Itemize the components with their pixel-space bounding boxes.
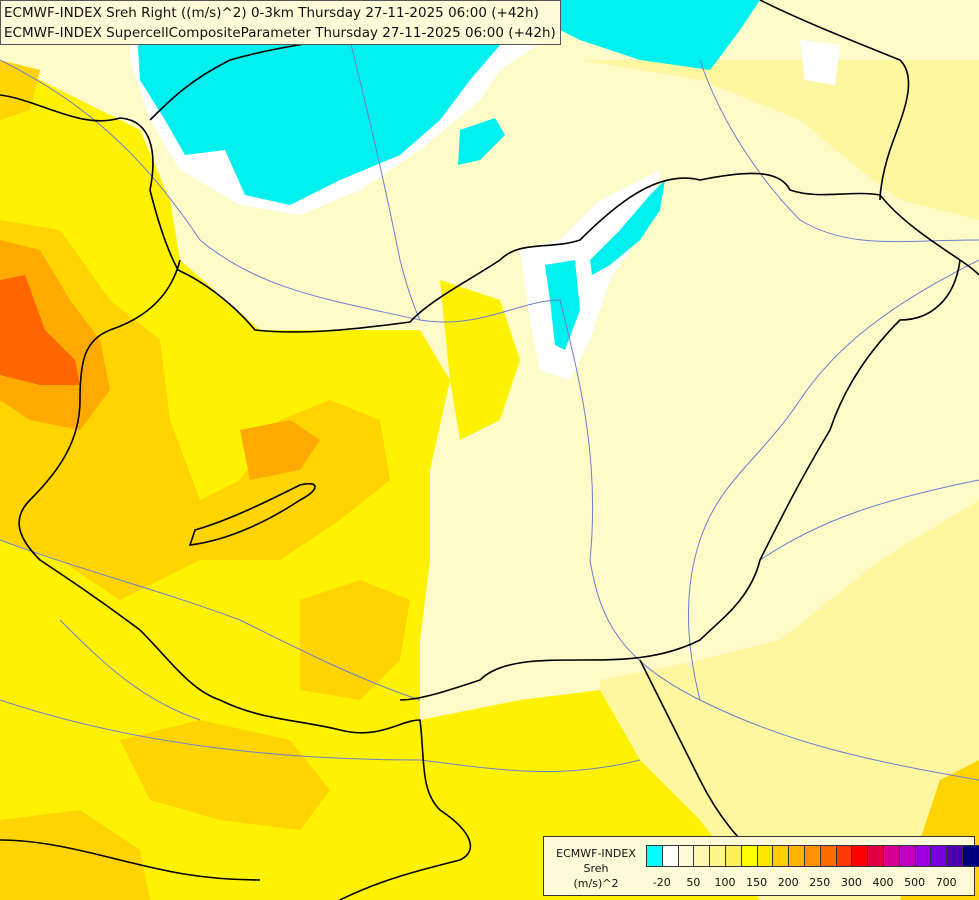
field-gold-corner [0,810,150,900]
legend-swatch [757,846,774,866]
field-gold-southwest [120,720,330,830]
legend-swatch [868,846,884,866]
legend-tick-label: 500 [904,876,926,889]
legend-swatch [836,846,853,866]
legend-tick-label: 150 [746,876,768,889]
legend-swatch [789,846,805,866]
border-ne [759,0,910,201]
legend-swatch [931,846,948,866]
border-lake [188,482,316,546]
border-east [399,259,961,701]
legend-tick-label: -20 [652,876,671,889]
legend-swatch [678,846,695,866]
field-yellow-center [440,280,520,440]
border-west [18,259,472,900]
legend-swatch [820,846,837,866]
river-sava [0,699,641,773]
river-e [759,479,979,561]
map-title-line-2: ECMWF-INDEX SupercellCompositeParameter … [4,25,556,41]
legend-tick-label: 300 [840,876,862,889]
field-near-zero-ne [800,40,840,85]
river-drava [0,539,421,701]
field-negative-north [135,0,545,205]
rivers [0,0,979,781]
field-deep-orange-west [0,275,80,385]
legend-swatch [852,846,869,866]
field-negative-top [550,0,760,70]
legend-swatch [710,846,726,866]
legend-swatch [962,846,979,866]
border-sw [0,839,261,881]
legend-swatch [899,846,916,866]
map-title-line-1: ECMWF-INDEX Sreh Right ((m/s)^2) 0-3km T… [4,5,539,21]
river-north [339,0,421,321]
river-ne [699,59,979,243]
legend-tick-label: 400 [872,876,894,889]
legend-variable: Sreh [583,862,609,875]
legend-swatch [773,846,790,866]
legend-tick-label: 200 [777,876,799,889]
field-negative-center [545,260,580,350]
river-danube [0,59,979,781]
field-gold-north [0,60,40,120]
legend-swatches [646,845,979,867]
legend-tick-label: 100 [714,876,736,889]
legend-swatch [725,846,742,866]
legend-unit: (m/s)^2 [573,877,619,890]
legend-swatch [662,846,679,866]
legend-swatch [883,846,900,866]
legend-swatch [694,846,711,866]
legend-tick-label: 250 [809,876,831,889]
color-legend: ECMWF-INDEX Sreh (m/s)^2 -20 50 100 150 200 2… [543,836,979,896]
legend-product: ECMWF-INDEX [556,847,636,860]
field-gold-south [300,580,410,700]
border-north [0,94,979,333]
legend-swatch [647,846,663,866]
field-negative-lake [458,118,505,165]
field-light-east [600,500,979,900]
legend-tick-label: 50 [686,876,701,889]
map-title-box: ECMWF-INDEX Sreh Right ((m/s)^2) 0-3km T… [0,0,561,45]
field-orange-center [240,420,320,480]
legend-swatch [947,846,963,866]
field-light-north [580,60,979,220]
legend-swatch [741,846,758,866]
legend-tick-label: 700 [935,876,957,889]
river-tisza [688,259,979,701]
field-negative-center2 [590,180,665,275]
river-sw [59,619,201,721]
legend-swatch [804,846,821,866]
legend-swatch [915,846,932,866]
